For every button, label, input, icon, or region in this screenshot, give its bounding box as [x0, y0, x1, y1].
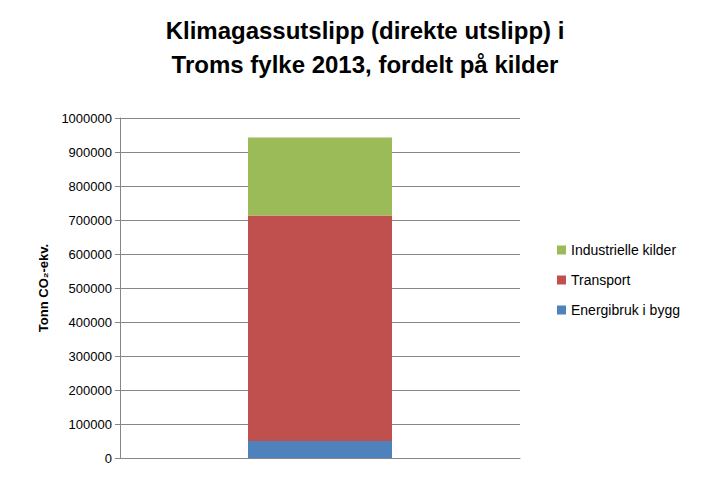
- svg-text:900000: 900000: [69, 145, 112, 160]
- svg-text:Troms fylke 2013, fordelt på k: Troms fylke 2013, fordelt på kilder: [172, 51, 559, 78]
- svg-text:100000: 100000: [69, 417, 112, 432]
- svg-text:0: 0: [105, 451, 112, 466]
- svg-text:600000: 600000: [69, 247, 112, 262]
- svg-text:800000: 800000: [69, 179, 112, 194]
- svg-text:Transport: Transport: [571, 272, 631, 288]
- svg-text:300000: 300000: [69, 349, 112, 364]
- svg-text:200000: 200000: [69, 383, 112, 398]
- svg-text:Tonn CO₂-ekv.: Tonn CO₂-ekv.: [36, 244, 51, 332]
- svg-text:500000: 500000: [69, 281, 112, 296]
- svg-text:1000000: 1000000: [61, 111, 112, 126]
- svg-text:400000: 400000: [69, 315, 112, 330]
- svg-text:Energibruk i bygg: Energibruk i bygg: [571, 302, 680, 318]
- svg-text:Klimagassutslipp (direkte utsl: Klimagassutslipp (direkte utslipp) i: [166, 17, 565, 44]
- svg-text:Industrielle kilder: Industrielle kilder: [571, 242, 676, 258]
- svg-text:700000: 700000: [69, 213, 112, 228]
